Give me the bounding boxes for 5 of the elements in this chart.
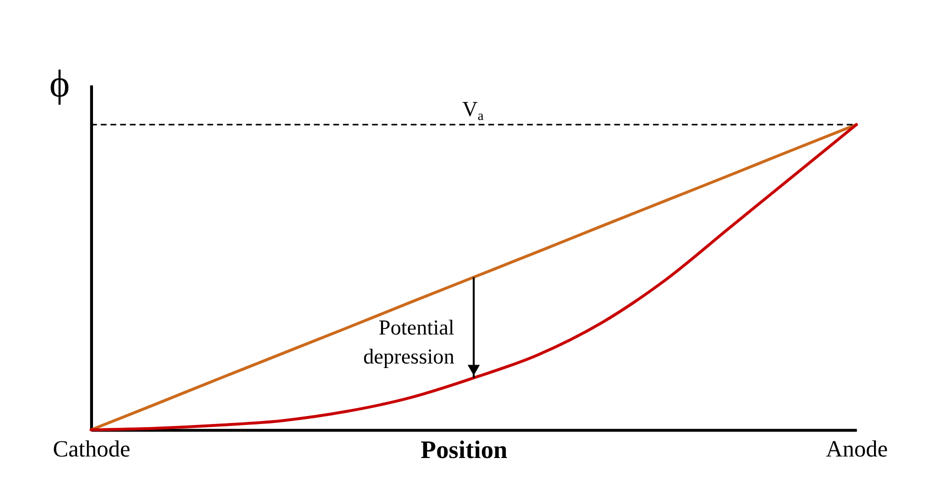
x-tick-label: Cathode: [52, 436, 130, 462]
x-tick-label: Anode: [826, 436, 888, 462]
annotation: Potential depression: [363, 315, 455, 368]
x-axis-title: Position: [420, 436, 508, 464]
y-axis-title: ϕ: [49, 62, 70, 106]
